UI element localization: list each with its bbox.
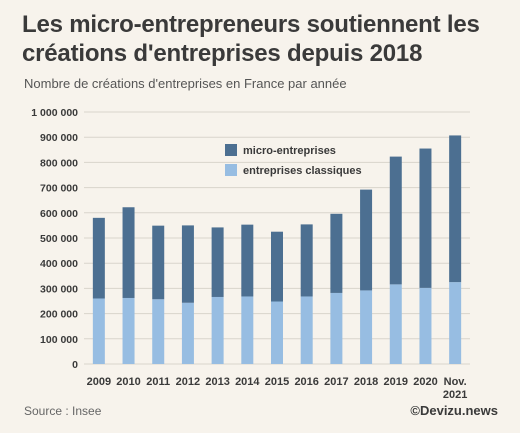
bar-entreprises-classiques [389,284,402,364]
bar-micro-entreprises [152,225,165,300]
bar-micro-entreprises [211,227,224,297]
bar-entreprises-classiques [271,301,283,364]
x-tick-label: 2010 [116,376,140,388]
y-tick-label: 200 000 [40,309,78,321]
legend-swatch [225,144,237,156]
bar-entreprises-classiques [419,287,432,364]
x-tick-label: 2014 [235,376,260,388]
bar-entreprises-classiques [330,292,343,364]
y-tick-label: 0 [72,359,78,371]
chart-title: Les micro-entrepreneurs soutiennent les … [22,11,480,67]
bar-entreprises-classiques [241,296,254,364]
bar-micro-entreprises [389,156,402,285]
bar-micro-entreprises [330,213,343,293]
bar-entreprises-classiques [152,299,165,364]
x-tick-label: 2012 [176,376,200,388]
x-tick-label: 2020 [413,376,437,388]
x-tick-label: Nov. 2021 [443,376,467,401]
y-tick-label: 100 000 [40,334,78,346]
y-tick-label: 1 000 000 [31,107,78,119]
y-tick-label: 600 000 [40,208,78,220]
bar-micro-entreprises [92,217,105,299]
bar-entreprises-classiques [122,297,135,364]
legend-swatch [225,164,237,176]
y-tick-label: 400 000 [40,258,78,270]
chart-subtitle: Nombre de créations d'entreprises en Fra… [24,76,347,91]
x-tick-label: 2009 [87,376,111,388]
brand-credit: ©Devizu.news [410,403,498,418]
x-tick-label: 2013 [205,376,229,388]
bar-micro-entreprises [300,224,313,297]
bar-entreprises-classiques [181,302,194,364]
y-tick-label: 500 000 [40,233,78,245]
x-tick-label: 2019 [384,376,408,388]
bar-micro-entreprises [241,224,254,297]
y-tick-label: 800 000 [40,157,78,169]
y-tick-label: 300 000 [40,283,78,295]
bar-micro-entreprises [271,231,283,302]
x-tick-label: 2018 [354,376,378,388]
y-tick-label: 700 000 [40,183,78,195]
bar-entreprises-classiques [449,282,462,364]
bar-entreprises-classiques [300,296,313,364]
source-note: Source : Insee [24,404,102,418]
bar-micro-entreprises [360,189,373,291]
bar-micro-entreprises [181,225,194,303]
bar-micro-entreprises [419,148,432,288]
x-tick-label: 2011 [146,376,170,388]
bar-entreprises-classiques [360,290,373,364]
bar-entreprises-classiques [92,298,105,364]
x-tick-label: 2016 [294,376,318,388]
x-tick-label: 2015 [265,376,289,388]
y-tick-label: 900 000 [40,132,78,144]
legend-label: entreprises classiques [243,165,362,177]
bar-entreprises-classiques [211,296,224,364]
x-tick-label: 2017 [324,376,348,388]
legend-label: micro-entreprises [243,145,336,157]
bar-micro-entreprises [449,135,462,283]
bar-micro-entreprises [122,207,135,298]
